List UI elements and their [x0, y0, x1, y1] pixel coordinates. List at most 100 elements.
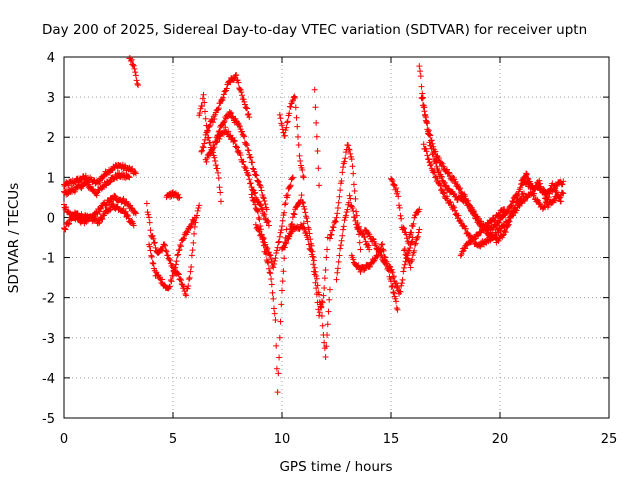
data-point: [162, 242, 169, 249]
data-point: [145, 211, 152, 218]
data-point: [560, 190, 567, 197]
data-point: [427, 132, 434, 139]
data-point: [215, 105, 222, 112]
data-point: [96, 219, 103, 226]
data-point: [233, 143, 240, 150]
data-point: [170, 268, 177, 275]
data-point: [231, 137, 238, 144]
data-point: [335, 258, 342, 265]
data-point: [440, 190, 447, 197]
data-point: [277, 318, 284, 325]
data-point: [390, 273, 397, 280]
data-point: [345, 199, 352, 206]
data-point: [352, 195, 359, 202]
data-point: [242, 141, 249, 148]
data-point: [264, 217, 271, 224]
data-point: [418, 94, 425, 101]
data-point: [403, 251, 410, 258]
data-point: [366, 263, 373, 270]
data-point: [388, 266, 395, 273]
data-point: [335, 199, 342, 206]
data-point: [438, 159, 445, 166]
data-point: [517, 184, 524, 191]
data-point: [251, 197, 258, 204]
data-point: [462, 193, 469, 200]
data-point: [246, 151, 253, 158]
data-point: [281, 239, 288, 246]
data-point: [286, 183, 293, 190]
y-tick-label: -4: [42, 372, 55, 387]
data-point: [292, 104, 299, 111]
data-point: [316, 309, 323, 316]
data-point: [200, 144, 207, 151]
data-point: [323, 343, 330, 350]
data-point: [295, 142, 302, 149]
data-point: [531, 190, 538, 197]
data-point: [220, 91, 227, 98]
data-point: [395, 202, 402, 209]
data-point: [401, 247, 408, 254]
data-point: [177, 243, 184, 250]
data-point: [451, 204, 458, 211]
data-point: [459, 248, 466, 255]
data-point: [400, 224, 407, 231]
data-point: [256, 228, 263, 235]
data-point: [250, 198, 257, 205]
data-point: [240, 132, 247, 139]
data-point: [199, 143, 206, 150]
data-point: [462, 225, 469, 232]
data-point: [228, 110, 235, 117]
data-point: [66, 220, 73, 227]
data-point: [508, 202, 515, 209]
data-point: [150, 235, 157, 242]
data-point: [187, 268, 194, 275]
data-point: [505, 217, 512, 224]
data-point: [276, 354, 283, 361]
data-point: [301, 225, 308, 232]
chart-title: Day 200 of 2025, Sidereal Day-to-day VTE…: [42, 22, 587, 38]
data-point: [468, 204, 475, 211]
data-point: [537, 183, 544, 190]
data-point: [231, 137, 238, 144]
data-point: [336, 193, 343, 200]
data-point: [395, 193, 402, 200]
data-point: [327, 231, 334, 238]
data-point: [131, 65, 138, 72]
data-point: [93, 192, 100, 199]
data-point: [283, 239, 290, 246]
data-point: [175, 270, 182, 277]
data-point: [225, 128, 232, 135]
data-point: [274, 244, 281, 251]
data-point: [275, 370, 282, 377]
data-point: [271, 261, 278, 268]
data-point: [244, 105, 251, 112]
data-point: [284, 119, 291, 126]
data-point: [191, 214, 198, 221]
data-point: [316, 312, 323, 319]
data-point: [204, 127, 211, 134]
data-point: [310, 257, 317, 264]
data-point: [435, 155, 442, 162]
data-point: [332, 218, 339, 225]
data-point: [194, 207, 201, 214]
data-point: [132, 69, 139, 76]
data-point: [291, 211, 298, 218]
data-point: [276, 111, 283, 118]
data-point: [541, 203, 548, 210]
data-point: [446, 169, 453, 176]
data-point: [299, 166, 306, 173]
data-point: [239, 128, 246, 135]
y-tick-label: 2: [47, 131, 55, 146]
data-point: [457, 185, 464, 192]
data-point: [125, 173, 132, 180]
data-point: [393, 305, 400, 312]
data-point: [340, 164, 347, 171]
data-point: [83, 180, 90, 187]
data-point: [465, 197, 472, 204]
data-point: [336, 252, 343, 259]
data-point: [288, 100, 295, 107]
data-point: [443, 182, 450, 189]
data-point: [183, 292, 190, 299]
data-point: [409, 234, 416, 241]
data-point: [501, 223, 508, 230]
